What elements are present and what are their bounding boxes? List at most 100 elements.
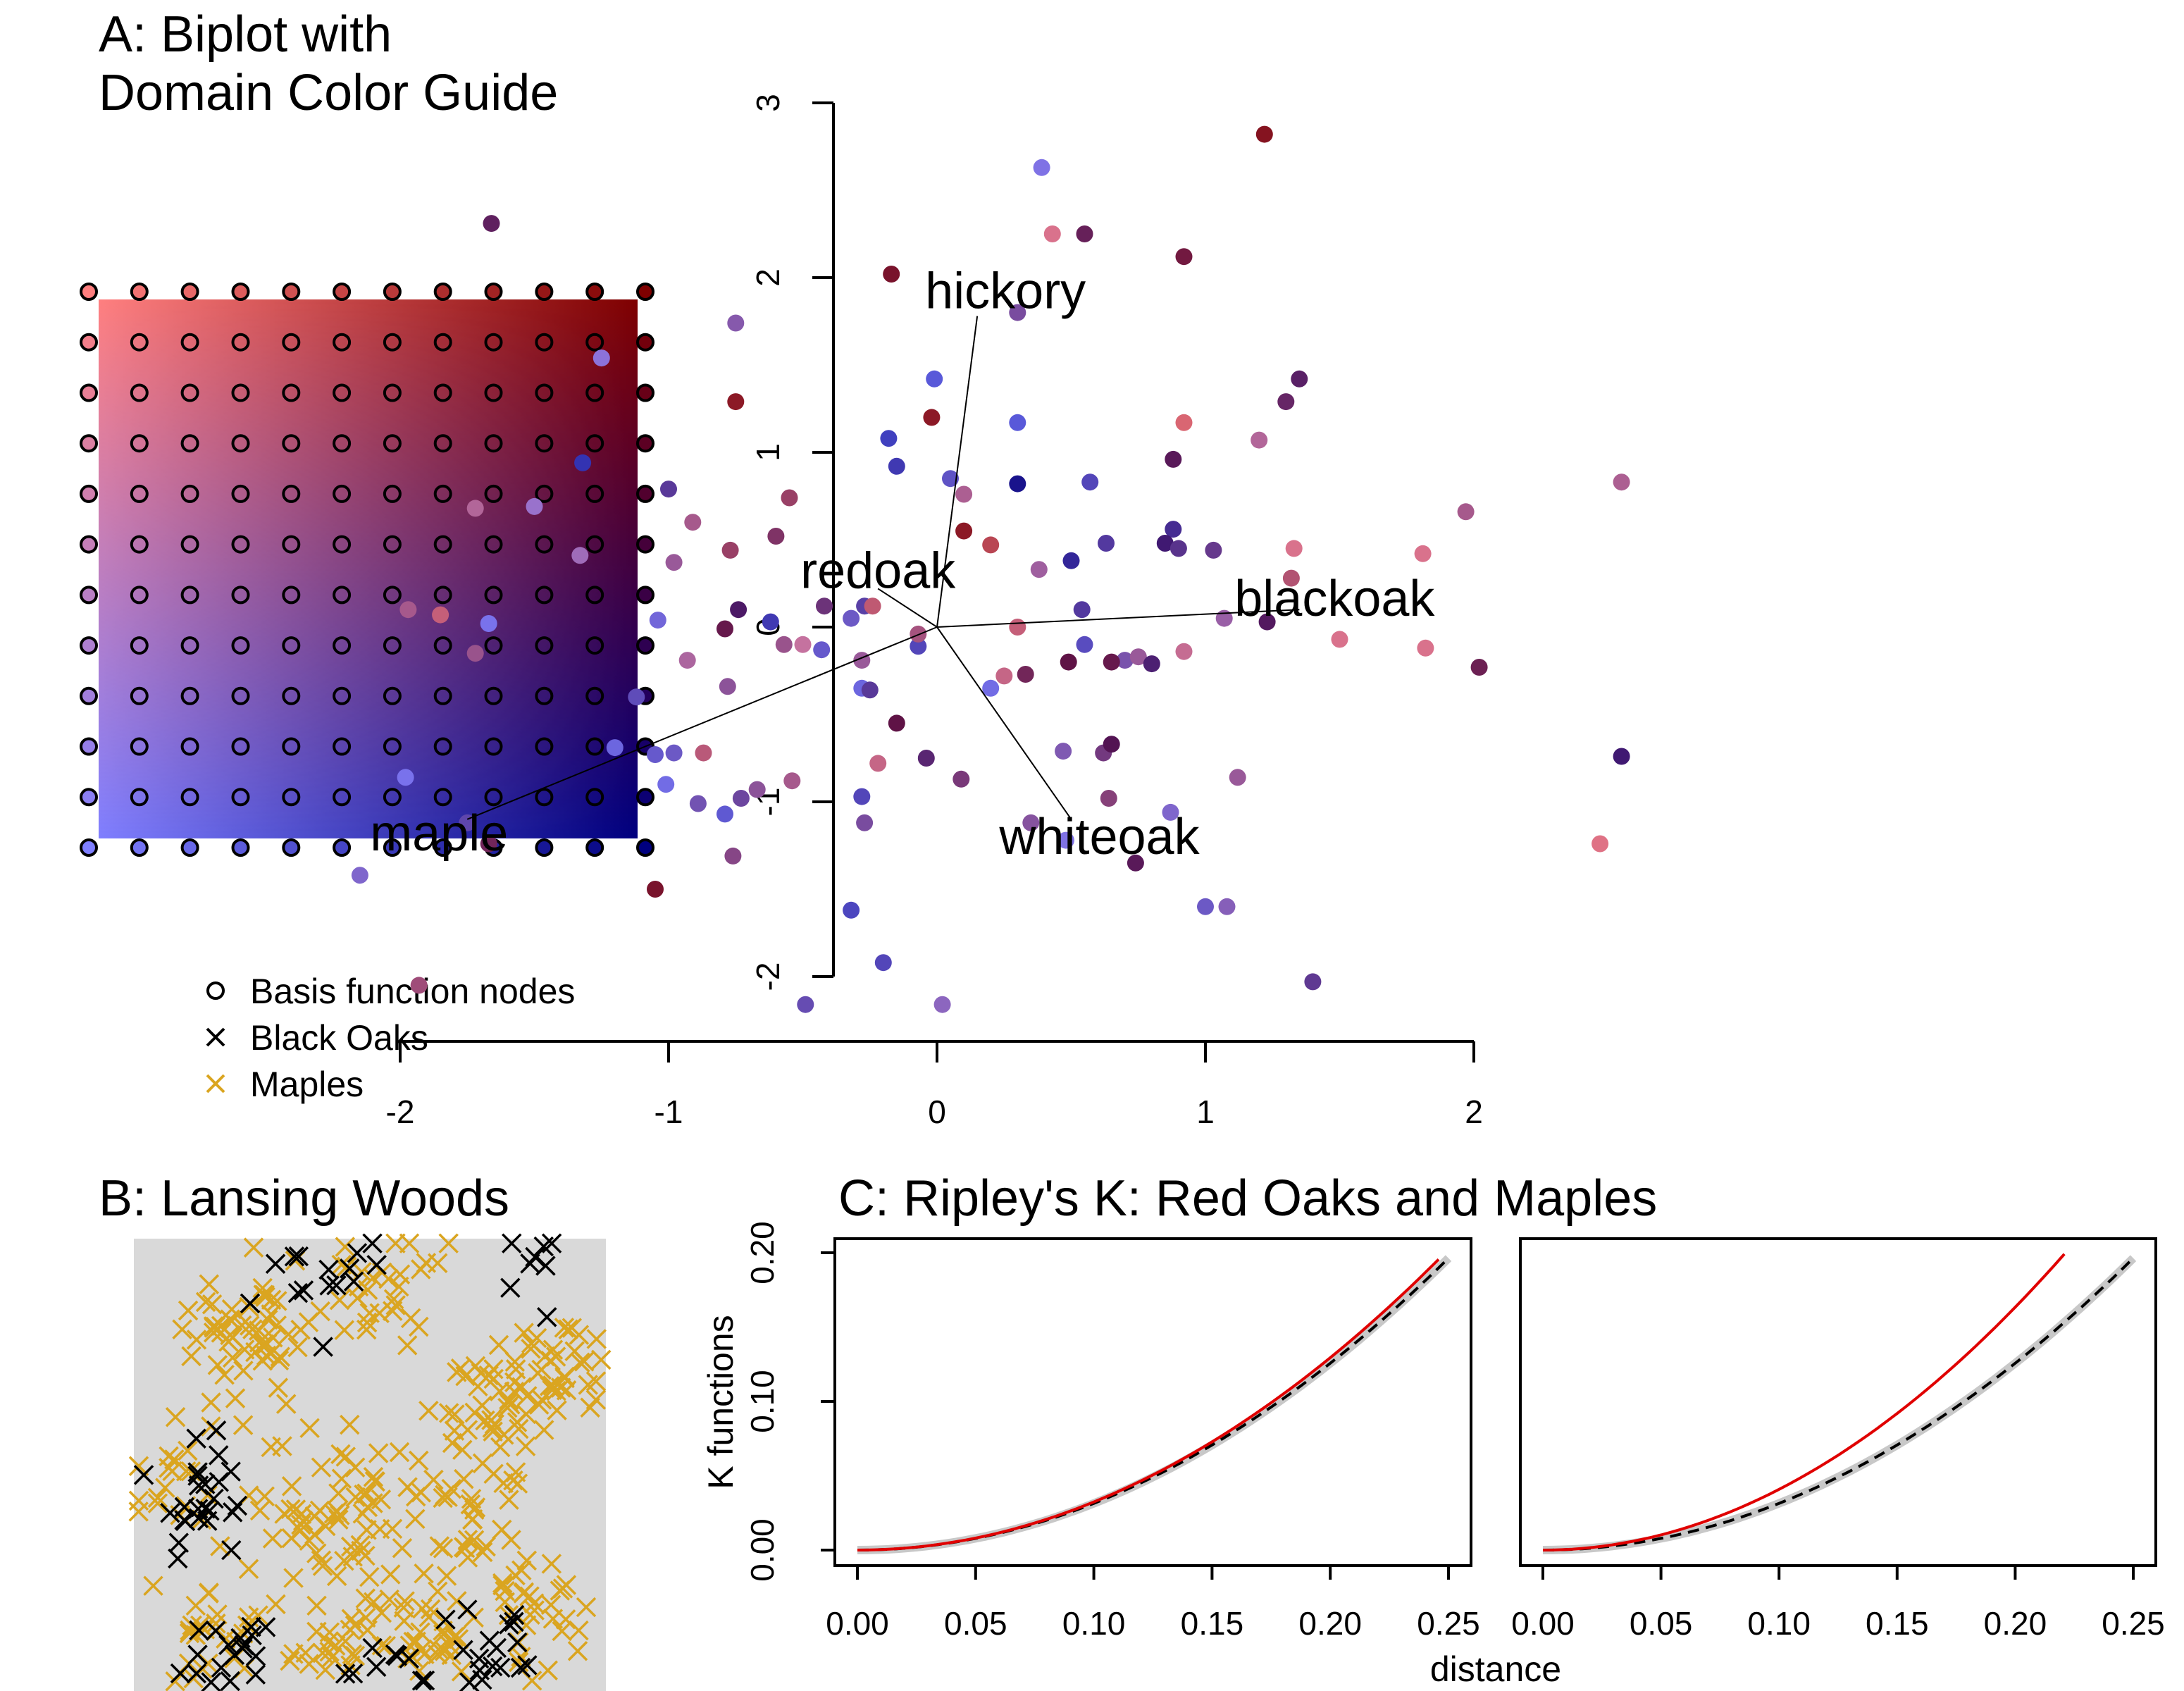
biplot-point [1129,648,1147,666]
black-oak-mark [287,1282,309,1303]
maple-mark [441,1478,461,1499]
maple-mark [285,1499,306,1520]
maple-mark [570,1352,590,1373]
biplot-point [995,667,1013,685]
maple-mark [262,1528,283,1549]
basis-node [535,586,554,605]
legend-circle-icon [206,981,225,1000]
biplot-point [1162,803,1179,821]
basis-node [535,737,554,756]
maple-mark [472,1542,493,1563]
maple-mark [295,1642,316,1663]
basis-node [282,333,301,352]
basis-node [585,434,604,453]
maple-mark [550,1580,571,1601]
black-oak-mark [284,1246,305,1267]
biplot-point [410,977,428,994]
biplot-point [1255,125,1273,143]
basis-node [333,283,352,301]
arrow-maple [466,626,938,820]
biplot-point [1017,666,1034,683]
maple-mark [340,1536,361,1557]
x-tick-label: -2 [386,1094,415,1130]
k-x-tick-label: 0.05 [944,1605,1007,1642]
maple-mark [201,1392,221,1413]
biplot-point [1229,769,1246,786]
basis-node [585,283,604,301]
biplot-point [397,769,414,786]
maple-mark [311,1457,332,1478]
basis-node [282,636,301,655]
basis-node [180,788,199,807]
biplot-point [748,781,766,798]
basis-node [383,788,402,807]
maple-mark [427,1253,448,1274]
biplot-point [1081,473,1099,491]
biplot-point [695,744,712,762]
basis-node [130,586,149,605]
basis-node [333,586,352,605]
biplot-point [794,636,812,653]
maple-mark [356,1483,377,1504]
maple-mark [514,1582,535,1603]
basis-node [231,283,250,301]
basis-node [383,283,402,301]
basis-node [80,586,98,605]
biplot-point [861,681,879,699]
biplot-point [775,636,793,653]
basis-node [130,484,149,503]
maple-mark [446,1625,466,1646]
maple-mark [312,1556,333,1576]
biplot-point [767,528,785,545]
black-oak-mark [366,1255,387,1275]
maple-mark [497,1397,518,1418]
basis-node [433,535,452,554]
maple-mark [356,1607,376,1628]
basis-node [80,737,98,756]
biplot-point [571,547,589,564]
basis-node [231,383,250,402]
maple-mark [178,1300,199,1321]
biplot-point [1076,636,1093,653]
basis-node [383,484,402,503]
black-oak-mark [472,1669,492,1690]
biplot-point [874,954,892,972]
maple-mark [521,1339,541,1359]
arrow-label-hickory: hickory [925,264,1086,320]
maple-mark [438,1403,459,1423]
maple-mark [538,1660,558,1681]
k-x-tick-label: 0.00 [1511,1605,1575,1642]
black-oak-mark [224,1644,245,1666]
biplot-point [574,454,592,471]
maple-mark [210,1536,230,1556]
maple-mark [199,1274,220,1294]
biplot-point [432,606,449,624]
basis-node [282,788,301,807]
biplot-point [480,615,497,632]
y-tick-label: 1 [750,443,786,462]
k-observed-line [857,1258,1440,1551]
basis-node [383,586,402,605]
maple-mark [330,1505,350,1525]
maple-mark [316,1516,336,1537]
maple-mark [492,1575,513,1596]
biplot-point [716,805,733,823]
maple-mark [319,1641,340,1662]
basis-node [180,737,199,756]
black-oak-mark [313,1337,333,1357]
basis-node [585,484,604,503]
basis-node [484,333,503,352]
panel-c-title: C: Ripley's K: Red Oaks and Maples [838,1170,1658,1227]
maple-mark [340,1414,360,1435]
panel-a-title: A: Biplot with Domain Color Guide [99,6,558,123]
basis-node [333,788,352,807]
black-oak-mark [326,1275,347,1296]
x-tick-label: -1 [654,1094,683,1130]
biplot-point [724,847,742,865]
maple-mark [389,1442,410,1463]
maple-mark [181,1346,201,1367]
maple-mark [540,1350,561,1371]
biplot-point [1197,898,1214,915]
black-oak-mark [265,1253,286,1274]
